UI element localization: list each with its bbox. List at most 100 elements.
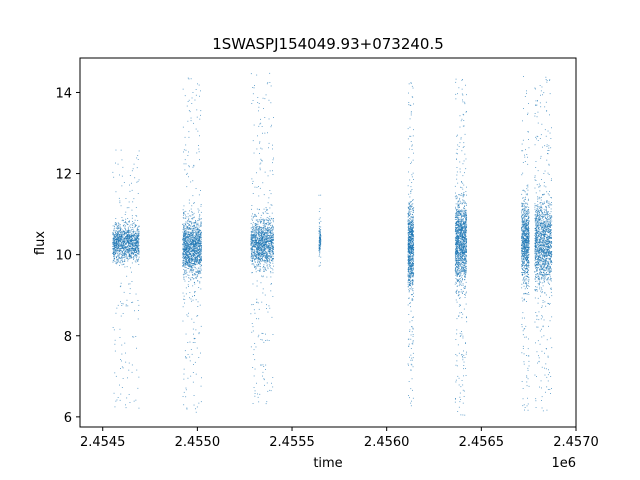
data-point <box>192 342 194 343</box>
data-point <box>193 245 194 247</box>
data-point <box>197 253 199 255</box>
data-point <box>197 236 199 238</box>
data-point <box>267 228 268 229</box>
data-point <box>182 240 184 242</box>
data-point <box>261 339 263 341</box>
data-point <box>113 234 115 236</box>
data-point <box>137 246 139 248</box>
data-point <box>191 250 193 252</box>
data-point <box>188 268 190 269</box>
data-point <box>259 271 261 272</box>
data-point <box>135 241 137 243</box>
data-point <box>409 253 410 255</box>
data-point <box>196 347 198 349</box>
data-point <box>257 221 258 223</box>
data-point <box>409 241 411 243</box>
data-point <box>131 170 133 172</box>
data-point <box>126 234 128 236</box>
data-point <box>268 224 270 226</box>
data-point <box>197 247 198 249</box>
data-point <box>269 223 270 225</box>
data-point <box>193 278 195 280</box>
data-point <box>194 295 195 297</box>
data-point <box>259 244 261 245</box>
data-point <box>120 237 122 239</box>
data-point <box>189 246 191 248</box>
data-point <box>260 221 262 223</box>
data-point <box>320 243 321 245</box>
data-point <box>196 259 198 261</box>
data-point <box>410 229 412 230</box>
data-point <box>197 235 199 237</box>
data-point <box>254 267 255 268</box>
data-point <box>183 250 185 252</box>
data-point <box>127 224 129 225</box>
data-point <box>408 297 410 299</box>
data-point <box>267 250 269 252</box>
data-point <box>196 235 198 237</box>
data-point <box>183 212 184 213</box>
data-point <box>191 97 193 99</box>
data-point <box>269 219 271 221</box>
data-point <box>411 235 412 237</box>
data-point <box>112 232 114 234</box>
data-point <box>135 256 137 258</box>
data-point <box>184 248 186 250</box>
data-point <box>188 228 190 229</box>
data-point <box>262 227 263 229</box>
data-point <box>182 252 184 254</box>
data-point <box>408 289 410 291</box>
data-point <box>411 267 413 269</box>
data-point <box>125 305 127 307</box>
data-point <box>121 243 123 245</box>
data-point <box>196 243 198 245</box>
data-point <box>193 258 194 260</box>
data-point <box>258 243 260 245</box>
data-point <box>200 246 202 248</box>
data-point <box>183 225 184 227</box>
data-point <box>192 267 193 269</box>
data-point <box>407 229 409 231</box>
data-point <box>266 382 268 384</box>
data-point <box>129 184 130 186</box>
data-point <box>182 253 184 255</box>
data-point <box>189 224 190 225</box>
data-point <box>270 262 271 264</box>
data-point <box>192 249 194 251</box>
data-point <box>190 270 192 271</box>
data-point <box>185 239 187 241</box>
data-point <box>124 248 126 249</box>
data-point <box>122 247 124 249</box>
data-point <box>410 112 412 114</box>
data-point <box>189 266 190 268</box>
data-point <box>185 237 187 239</box>
data-point <box>256 233 258 235</box>
data-point <box>261 219 263 221</box>
data-point <box>131 238 133 240</box>
data-point <box>122 253 124 255</box>
data-point <box>264 239 266 241</box>
data-point <box>184 232 186 234</box>
data-point <box>136 242 138 244</box>
data-point <box>199 253 201 255</box>
data-point <box>254 239 256 241</box>
data-point <box>411 234 413 236</box>
data-point <box>135 242 136 244</box>
data-point <box>253 234 255 236</box>
data-point <box>117 252 119 254</box>
data-point <box>412 265 413 266</box>
data-point <box>268 245 269 246</box>
data-point <box>128 237 130 239</box>
data-point <box>197 301 199 303</box>
data-point <box>410 306 411 308</box>
data-point <box>132 252 134 254</box>
data-point <box>411 252 413 254</box>
data-point <box>112 171 114 173</box>
data-point <box>191 255 193 257</box>
data-point <box>128 231 129 232</box>
data-point <box>183 255 185 257</box>
data-point <box>252 242 254 244</box>
data-point <box>267 220 269 222</box>
data-point <box>118 227 120 229</box>
